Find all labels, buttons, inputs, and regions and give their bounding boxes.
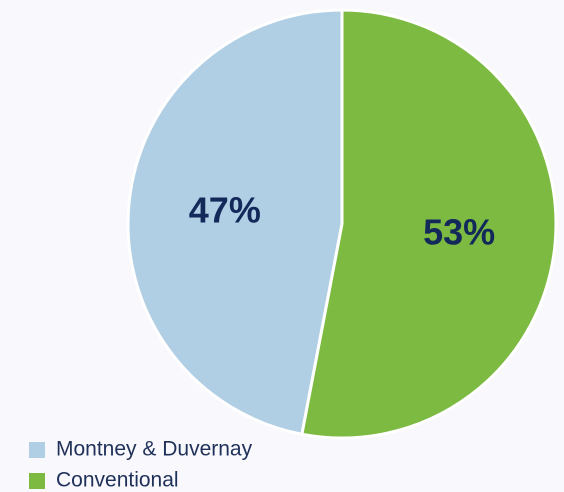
pie-slice [126,8,344,436]
legend-swatch [29,442,45,458]
legend-swatch [29,473,45,489]
pie-slice [300,8,558,440]
legend-label: Montney & Duvernay [56,438,253,461]
legend-label: Conventional [56,469,179,492]
value-label: 47% [189,189,261,230]
value-label: 53% [423,212,495,253]
